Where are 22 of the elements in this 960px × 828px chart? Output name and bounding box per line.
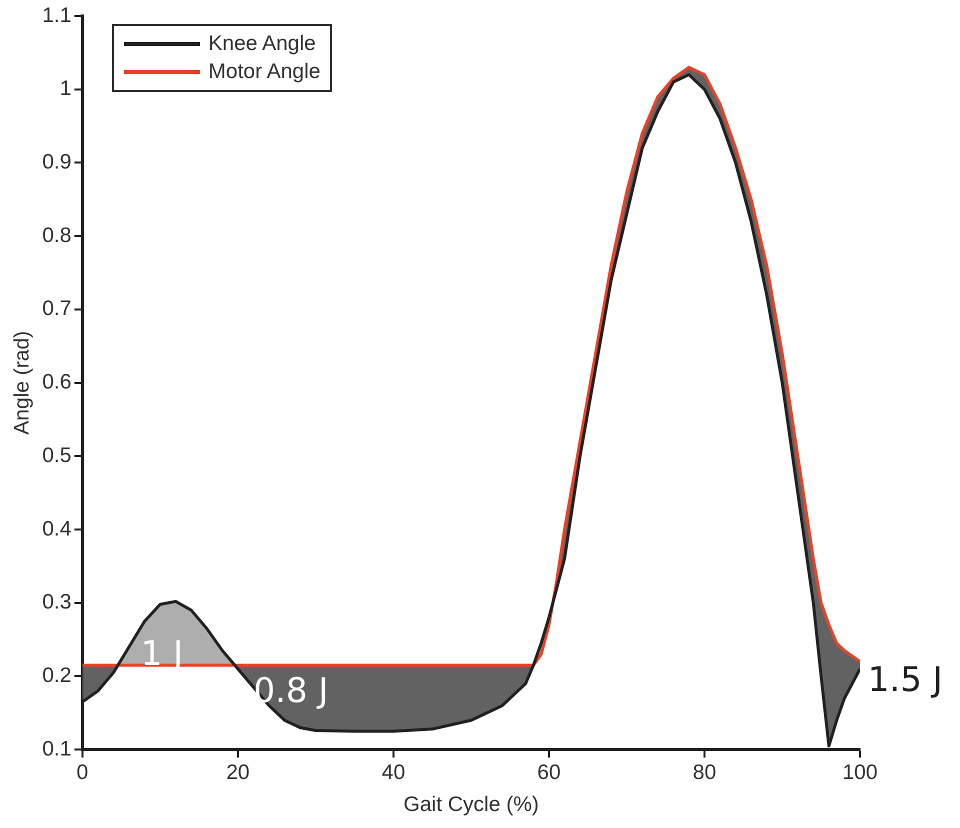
y-tick-label: 0.7 [42, 297, 72, 320]
legend-label: Motor Angle [208, 59, 320, 85]
y-tick-label: 0.6 [42, 370, 72, 394]
y-tick-label: 0.1 [42, 737, 72, 760]
text: 1.5 J [868, 660, 943, 700]
x-tick-label: 20 [226, 760, 250, 784]
y-tick-label: 0.8 [42, 224, 72, 247]
x-axis-title: Gait Cycle (%) [404, 793, 539, 816]
y-tick-label: 0.2 [42, 664, 72, 688]
x-tick-label: 40 [382, 760, 406, 784]
y-tick-label: 0.4 [42, 517, 72, 540]
y-tick-label: 0.3 [42, 590, 72, 614]
x-tick-label: 100 [842, 760, 878, 784]
y-axis-title: Angle (rad) [10, 330, 34, 435]
y-tick-label: 0.5 [42, 444, 72, 467]
y-tick-label: 1 [60, 77, 72, 100]
legend-label: Knee Angle [208, 31, 316, 57]
y-tick-label: 0.9 [42, 150, 72, 174]
y-tick-label: 1.1 [42, 4, 72, 27]
x-tick-label: 0 [76, 760, 88, 784]
x-tick-label: 80 [692, 760, 716, 784]
x-tick-label: 60 [537, 760, 561, 784]
